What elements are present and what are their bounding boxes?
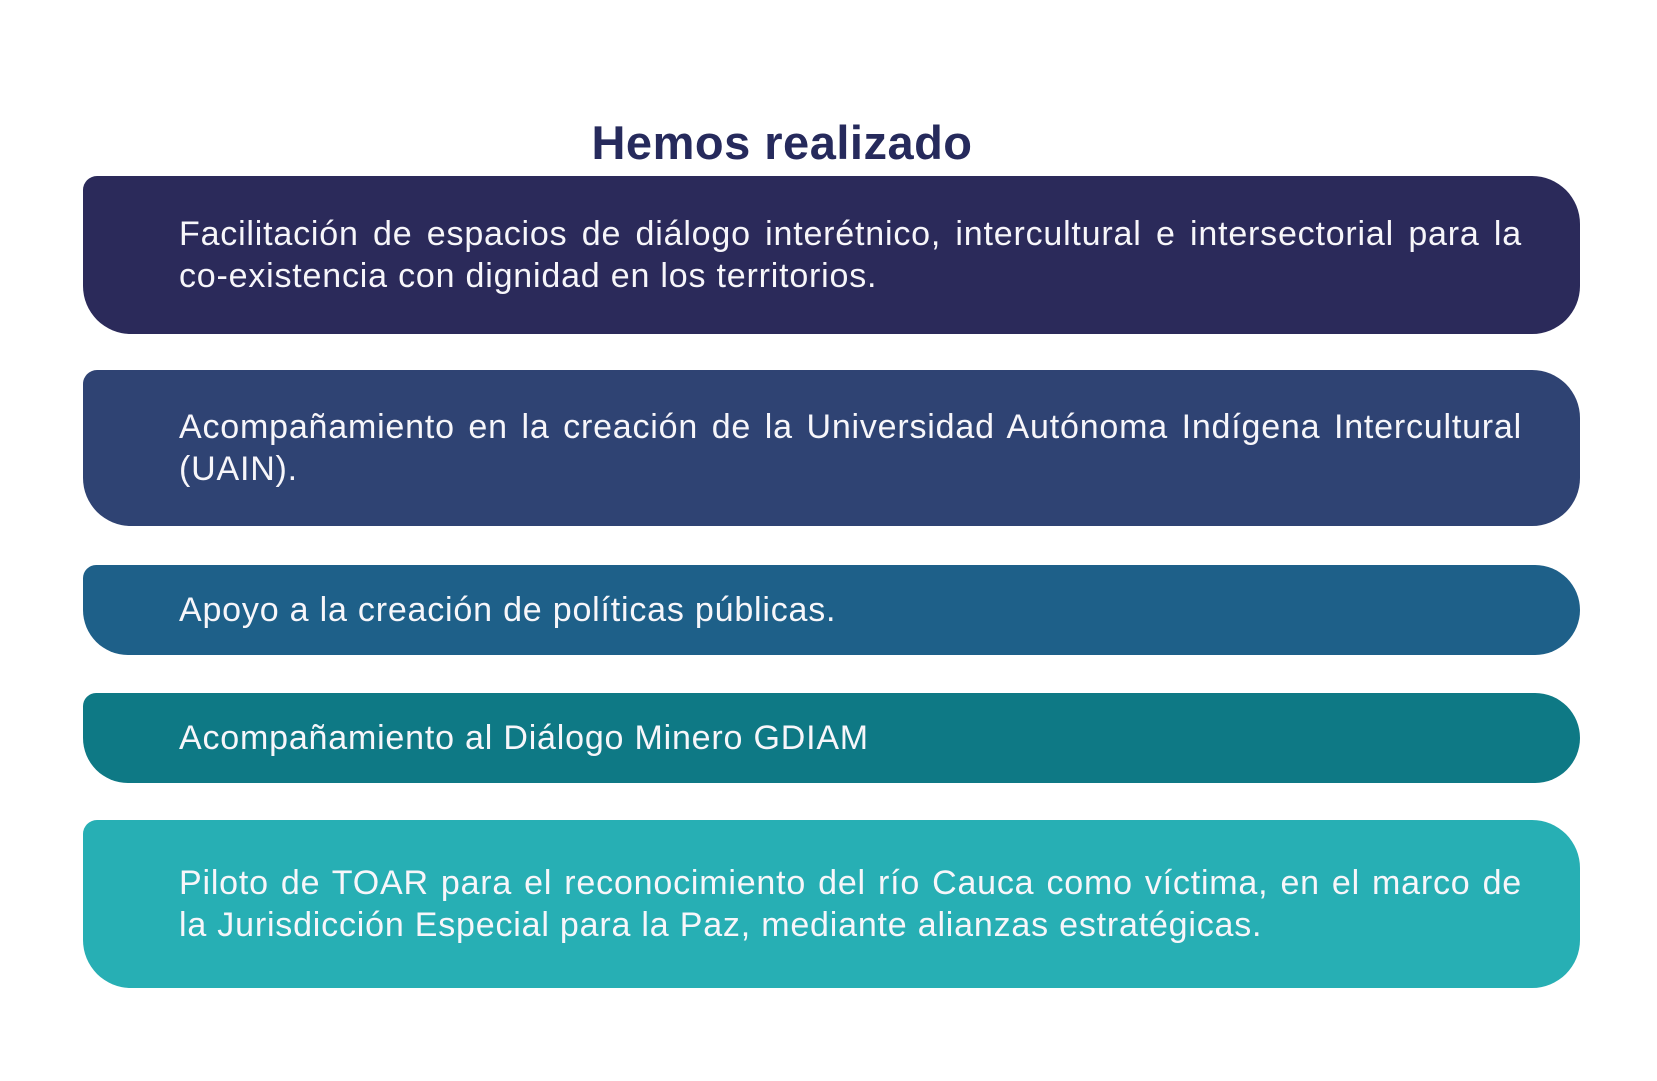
achievement-bar-4: Acompañamiento al Diálogo Minero GDIAM [83,693,1580,783]
achievement-list: Facilitación de espacios de diálogo inte… [83,176,1580,988]
achievement-text-1: Facilitación de espacios de diálogo inte… [179,215,1522,295]
achievement-bar-3: Apoyo a la creación de políticas pública… [83,565,1580,655]
achievement-text-3: Apoyo a la creación de políticas pública… [179,591,837,629]
achievement-bar-1: Facilitación de espacios de diálogo inte… [83,176,1580,334]
achievement-text-4: Acompañamiento al Diálogo Minero GDIAM [179,719,869,757]
achievement-bar-2: Acompañamiento en la creación de la Univ… [83,370,1580,526]
page-title: Hemos realizado [591,116,973,170]
achievement-bar-5: Piloto de TOAR para el reconocimiento de… [83,820,1580,988]
achievement-text-2: Acompañamiento en la creación de la Univ… [179,408,1522,488]
achievement-text-5: Piloto de TOAR para el reconocimiento de… [179,864,1522,944]
